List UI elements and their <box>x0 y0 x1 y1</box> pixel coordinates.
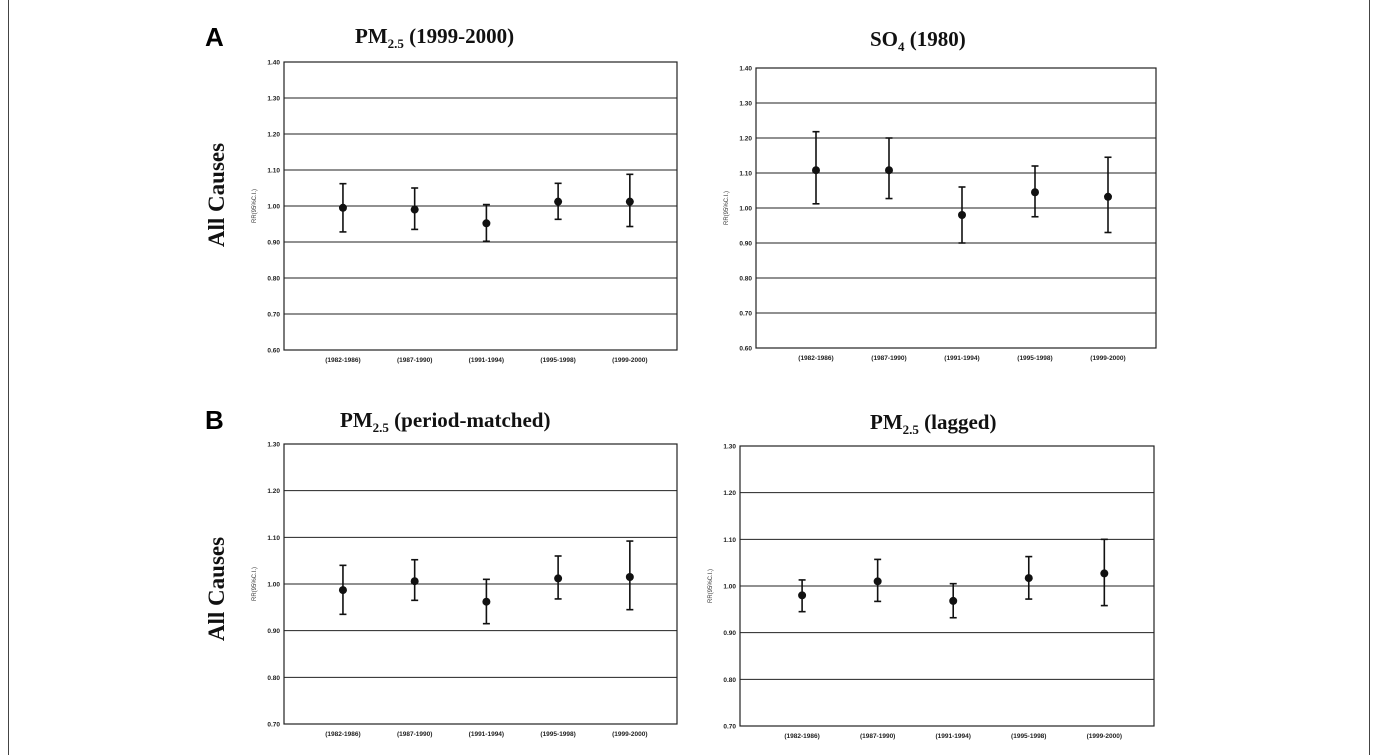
data-point <box>625 197 634 206</box>
x-tick-label: (1995-1998) <box>540 731 575 738</box>
y-tick-label: 1.00 <box>267 582 280 589</box>
x-tick-label: (1982-1986) <box>798 355 833 362</box>
data-point <box>482 597 491 606</box>
x-tick-label: (1999-2000) <box>1090 355 1125 362</box>
y-tick-label: 0.80 <box>723 677 736 684</box>
y-tick-label: 0.90 <box>267 240 280 247</box>
y-axis-label: RR(95%C.I.) <box>252 189 258 223</box>
x-tick-label: (1991-1994) <box>469 731 504 738</box>
x-tick-label: (1982-1986) <box>325 357 360 364</box>
data-point <box>949 596 958 605</box>
y-tick-label: 1.10 <box>723 537 736 544</box>
y-tick-label: 1.40 <box>267 60 280 67</box>
y-tick-label: 1.20 <box>267 132 280 139</box>
x-tick-label: (1999-2000) <box>612 357 647 364</box>
y-tick-label: 1.10 <box>267 535 280 542</box>
y-axis-label: RR(95%C.I.) <box>252 567 258 601</box>
data-point <box>338 586 347 595</box>
x-tick-label: (1987-1990) <box>397 731 432 738</box>
chart-svg: 0.70 0.80 0.90 1.00 1.10 1.20 1.30 RR(95%C.I.) (… <box>252 442 678 738</box>
y-tick-label: 1.00 <box>723 584 736 591</box>
plot-area-border <box>283 443 678 725</box>
y-tick-label: 0.80 <box>267 276 280 283</box>
y-tick-label: 1.00 <box>267 204 280 211</box>
x-tick-label: (1987-1990) <box>871 355 906 362</box>
plot-pm25-lagged: 0.70 0.80 0.90 1.00 1.10 1.20 1.30 RR(95%C.I.) (… <box>706 440 1176 750</box>
x-tick-label: (1995-1998) <box>1017 355 1052 362</box>
x-tick-label: (1991-1994) <box>469 357 504 364</box>
y-tick-label: 0.70 <box>267 312 280 319</box>
y-tick-label: 0.60 <box>739 346 752 353</box>
data-point <box>958 211 966 219</box>
chart-title-pm25-lagged: PM2.5 (lagged) <box>870 410 997 438</box>
plot-pm25-1999-2000: 0.60 0.70 0.80 0.90 1.00 1.10 1.20 1.30 1.40 RR(9… <box>238 52 686 364</box>
y-tick-label: 1.00 <box>739 206 752 213</box>
y-tick-label: 0.70 <box>267 722 280 729</box>
data-point <box>554 197 563 206</box>
chart-svg: 0.60 0.70 0.80 0.90 1.00 1.10 1.20 1.30 1.40 RR(9… <box>724 66 1157 362</box>
y-tick-label: 0.90 <box>723 630 736 637</box>
y-tick-label: 0.70 <box>723 724 736 731</box>
y-axis-label: RR(95%C.I.) <box>724 191 730 225</box>
chart-svg: 0.70 0.80 0.90 1.00 1.10 1.20 1.30 RR(95%C.I.) (… <box>708 444 1155 740</box>
data-point <box>1031 188 1039 197</box>
y-tick-label: 1.20 <box>723 490 736 497</box>
chart-title-pm25-period-matched: PM2.5 (period-matched) <box>340 408 551 436</box>
x-tick-label: (1991-1994) <box>935 733 970 740</box>
y-tick-label: 0.60 <box>267 348 280 355</box>
panel-letter-b: B <box>205 405 224 435</box>
chart-title-pm25-1999-2000: PM2.5 (1999-2000) <box>355 24 515 52</box>
y-tick-label: 1.30 <box>739 101 752 108</box>
data-point <box>812 166 820 175</box>
y-tick-label: 1.30 <box>267 96 280 103</box>
plot-area-border <box>283 61 678 351</box>
plot-so4-1980: 0.60 0.70 0.80 0.90 1.00 1.10 1.20 1.30 1.40 RR(9… <box>706 62 1176 362</box>
x-tick-label: (1991-1994) <box>944 355 979 362</box>
x-tick-label: (1995-1998) <box>1011 733 1046 740</box>
x-tick-label: (1982-1986) <box>784 733 819 740</box>
data-point <box>1024 574 1033 583</box>
y-axis-label: RR(95%C.I.) <box>708 569 714 603</box>
y-tick-label: 0.90 <box>739 241 752 248</box>
y-tick-label: 0.70 <box>739 311 752 318</box>
figure-frame <box>8 0 1370 755</box>
data-point <box>482 219 491 228</box>
data-point <box>338 203 347 212</box>
data-point <box>1104 192 1112 201</box>
data-point <box>410 577 419 586</box>
x-tick-label: (1995-1998) <box>540 357 575 364</box>
y-tick-label: 0.80 <box>739 276 752 283</box>
x-tick-label: (1999-2000) <box>612 731 647 738</box>
y-tick-label: 0.90 <box>267 628 280 635</box>
x-tick-label: (1982-1986) <box>325 731 360 738</box>
plot-pm25-period-matched: 0.70 0.80 0.90 1.00 1.10 1.20 1.30 RR(95%C.I.) (… <box>238 440 686 750</box>
data-point <box>410 205 419 214</box>
data-point <box>798 591 807 600</box>
y-tick-label: 1.40 <box>739 66 752 73</box>
plot-area-border <box>755 67 1157 349</box>
y-tick-label: 0.80 <box>267 675 280 682</box>
row-label-a: All Causes <box>204 142 229 248</box>
y-tick-label: 1.20 <box>267 488 280 495</box>
panel-letter-a: A <box>205 22 224 52</box>
data-point <box>625 573 634 581</box>
y-tick-label: 1.10 <box>739 171 752 178</box>
chart-svg: 0.60 0.70 0.80 0.90 1.00 1.10 1.20 1.30 1.40 RR(9… <box>252 60 678 364</box>
y-tick-label: 1.30 <box>723 444 736 451</box>
y-tick-label: 1.10 <box>267 168 280 175</box>
y-tick-label: 1.30 <box>267 442 280 449</box>
plot-area-border <box>739 445 1155 727</box>
data-point <box>885 166 893 175</box>
y-tick-label: 1.20 <box>739 136 752 143</box>
data-point <box>873 577 882 586</box>
data-point <box>554 574 563 583</box>
chart-title-so4-1980: SO4 (1980) <box>870 27 966 55</box>
x-tick-label: (1987-1990) <box>397 357 432 364</box>
x-tick-label: (1987-1990) <box>860 733 895 740</box>
data-point <box>1100 569 1109 578</box>
x-tick-label: (1999-2000) <box>1087 733 1122 740</box>
row-label-b: All Causes <box>204 536 229 642</box>
